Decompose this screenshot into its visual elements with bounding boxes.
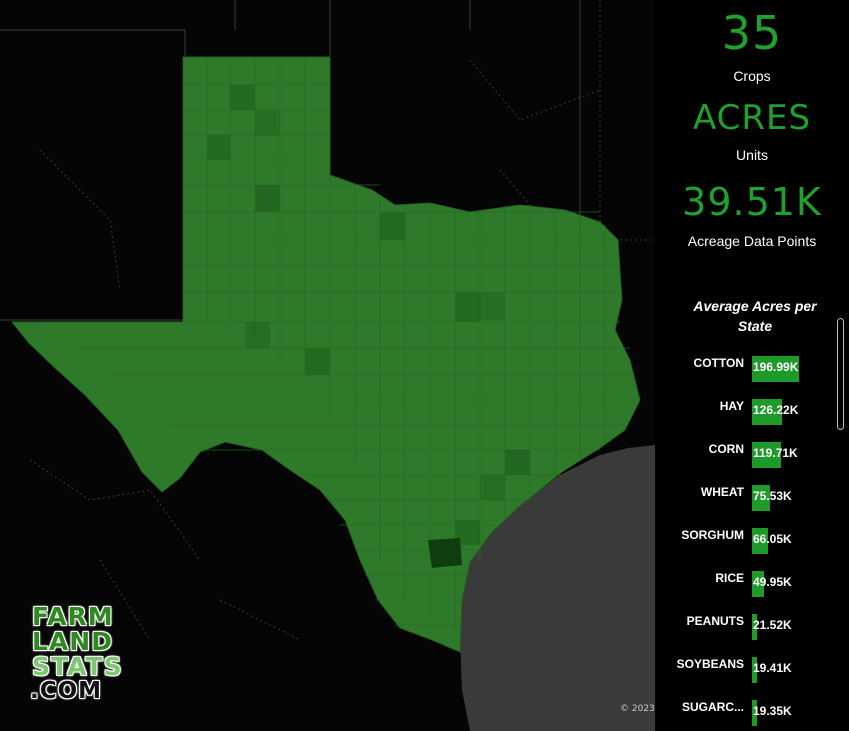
bar-category-label: COTTON [693,356,744,370]
top-county-patch [428,538,462,568]
bar-value-label: 119.71K [753,446,798,460]
bar-category-label: SOYBEANS [676,657,744,671]
map-attribution: © 2023 [620,704,655,714]
bar-row-2[interactable]: CORN 119.71K [655,426,835,468]
high-acreage-counties [207,85,530,545]
logo-line-com: .COM [30,678,103,704]
bar-category-label: RICE [715,571,744,585]
bar[interactable] [752,614,758,640]
bar-row-3[interactable]: WHEAT 75.53K [655,469,835,511]
bar-category-label: WHEAT [700,485,744,499]
bar-value-label: 21.52K [753,618,792,632]
bar-row-8[interactable]: SUGARC... 19.35K [655,684,835,726]
bar-value-label: 19.41K [753,661,792,675]
bar-row-7[interactable]: SOYBEANS 19.41K [655,641,835,683]
units-value: ACRES [692,98,812,138]
bar-category-label: HAY [719,399,744,413]
bar[interactable] [752,700,757,726]
bar-row-1[interactable]: HAY 126.22K [655,383,835,425]
logo-line-stats: STATS [32,652,123,681]
average-acres-bar-chart[interactable]: COTTON 196.99K HAY 126.22K CORN 119.71K WHEAT 7… [655,340,835,731]
bar[interactable] [752,657,757,683]
bar-value-label: 196.99K [753,360,799,374]
bar-category-label: CORN [708,442,744,456]
units-label: Units [736,147,768,163]
kpi-sidebar: 35 Crops ACRES Units 39.51K Acreage Data… [655,0,849,731]
bar-value-label: 19.35K [753,704,792,718]
crops-count-value: 35 [721,6,783,60]
bar-value-label: 66.05K [753,532,792,546]
bar-row-6[interactable]: PEANUTS 21.52K [655,598,835,640]
bar[interactable] [752,442,781,468]
bar-category-label: SORGHUM [681,528,744,542]
logo-line-farm: FARM [32,602,114,631]
datapoints-label: Acreage Data Points [687,233,817,249]
map-canvas [0,0,655,731]
bar-category-label: PEANUTS [686,614,744,628]
bar-row-4[interactable]: SORGHUM 66.05K [655,512,835,554]
bar-value-label: 75.53K [753,489,792,503]
texas-map[interactable]: © 2023 [0,0,655,731]
bar-value-label: 126.22K [753,403,799,417]
bar-row-5[interactable]: RICE 49.95K [655,555,835,597]
bar[interactable] [752,356,799,382]
crops-count-label: Crops [733,68,771,84]
bar[interactable] [752,485,771,511]
bar-row-0[interactable]: COTTON 196.99K [655,340,835,382]
bar-chart-scrollbar[interactable] [837,318,845,730]
bar[interactable] [752,528,768,554]
bar[interactable] [752,399,783,425]
bar-category-label: SUGARC... [681,700,744,714]
bar-value-label: 49.95K [753,575,792,589]
logo-line-land: LAND [32,627,113,656]
bar[interactable] [752,571,764,597]
bar-chart-title: Average Acres per State [693,298,817,334]
scrollbar-thumb[interactable] [837,318,844,430]
farmlandstats-logo: FARM LAND STATS .COM [22,604,152,708]
datapoints-value: 39.51K [682,180,822,224]
